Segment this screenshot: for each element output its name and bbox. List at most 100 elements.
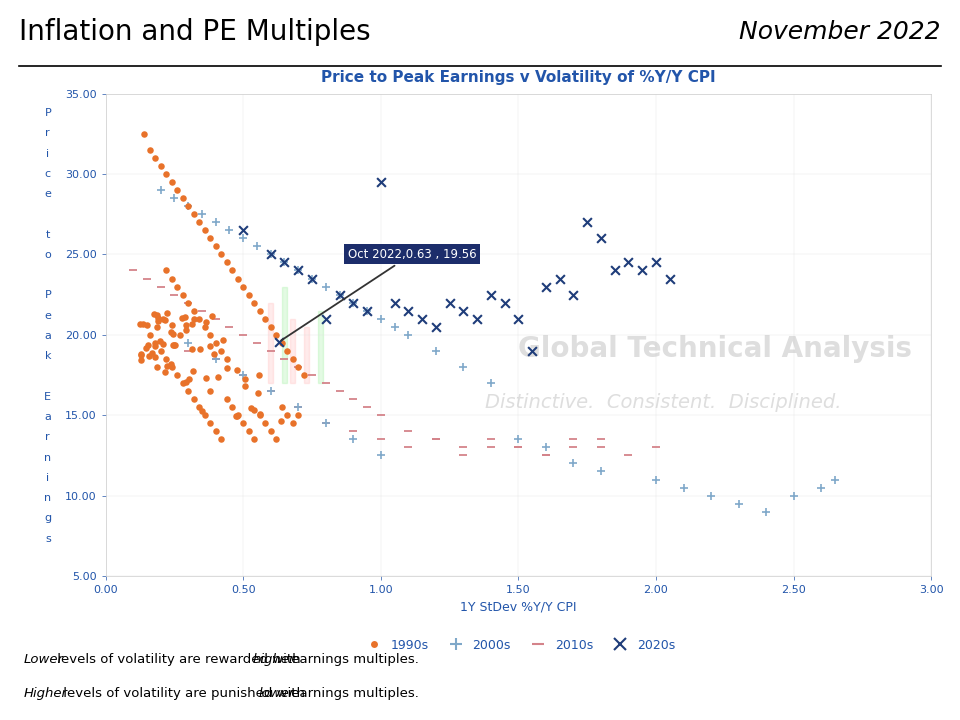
Text: g: g	[44, 513, 52, 523]
Point	[126, 265, 141, 276]
Point	[346, 297, 361, 308]
Point	[186, 393, 202, 405]
Point	[400, 305, 416, 316]
Text: t: t	[46, 230, 50, 240]
Point	[648, 256, 663, 268]
Point	[359, 401, 374, 413]
Text: levels of volatility are rewarded with: levels of volatility are rewarded with	[53, 652, 304, 665]
Text: a: a	[44, 412, 51, 422]
Point	[230, 410, 246, 421]
Point	[235, 281, 251, 292]
Point	[274, 415, 289, 427]
Point	[252, 410, 268, 421]
Point	[291, 410, 306, 421]
Point	[235, 369, 251, 381]
Point	[208, 313, 224, 325]
Point	[524, 345, 540, 356]
Point	[191, 217, 206, 228]
Point	[400, 426, 416, 437]
Point	[213, 345, 228, 356]
Point	[194, 405, 209, 416]
Point	[235, 233, 251, 244]
Point	[511, 441, 526, 453]
Point	[428, 345, 444, 356]
Point	[359, 305, 374, 316]
Point	[149, 361, 164, 372]
Point	[415, 313, 430, 325]
Point	[813, 482, 828, 493]
Point	[332, 289, 348, 300]
Point	[157, 366, 173, 378]
Point	[142, 329, 157, 341]
Point	[235, 225, 251, 236]
Text: r: r	[45, 128, 50, 138]
Point	[263, 321, 278, 333]
Point	[229, 364, 245, 376]
Point	[139, 273, 155, 284]
Text: higher: higher	[252, 652, 295, 665]
Text: i: i	[46, 473, 49, 483]
Bar	[318, 310, 323, 383]
Bar	[303, 327, 309, 383]
Point	[147, 341, 162, 352]
Point	[203, 340, 218, 351]
Point	[565, 441, 581, 453]
Point	[145, 347, 160, 359]
Point	[163, 326, 179, 338]
Point	[156, 315, 172, 326]
Point	[230, 273, 246, 284]
Point	[175, 377, 190, 389]
Point	[251, 387, 266, 399]
Point	[276, 256, 292, 268]
Point	[132, 318, 147, 330]
Point	[159, 361, 175, 372]
Point	[142, 144, 157, 156]
Point	[213, 248, 228, 260]
Point	[208, 240, 224, 252]
Text: k: k	[44, 351, 51, 361]
Point	[257, 418, 273, 429]
Point	[133, 349, 149, 361]
Text: a: a	[44, 331, 51, 341]
Point	[222, 321, 237, 333]
Point	[346, 433, 361, 445]
Point	[153, 281, 168, 292]
Point	[648, 441, 663, 453]
Point	[156, 338, 171, 349]
Point	[225, 265, 240, 276]
Point	[164, 176, 180, 188]
Point	[565, 458, 581, 469]
Point	[153, 345, 168, 356]
Point	[225, 401, 240, 413]
Point	[222, 225, 237, 236]
Point	[148, 337, 163, 348]
Text: r: r	[45, 432, 50, 442]
Point	[158, 265, 174, 276]
Point	[279, 345, 295, 356]
Point	[208, 426, 224, 437]
Point	[175, 289, 190, 300]
Point	[387, 321, 402, 333]
Point	[203, 418, 218, 429]
Point	[164, 273, 180, 284]
Point	[539, 449, 554, 461]
Point	[180, 345, 196, 356]
Point	[318, 377, 333, 389]
Point	[235, 418, 251, 429]
Point	[208, 217, 224, 228]
Point	[153, 336, 168, 347]
Text: Lower: Lower	[24, 652, 64, 665]
Text: P: P	[44, 108, 51, 118]
Point	[237, 374, 252, 385]
Point	[203, 233, 218, 244]
Point	[483, 377, 498, 389]
Point	[252, 305, 268, 316]
Point	[180, 297, 196, 308]
Point	[170, 281, 185, 292]
Point	[373, 176, 389, 188]
Bar	[268, 302, 274, 383]
Point	[179, 324, 194, 336]
Point	[166, 339, 181, 351]
Point	[153, 160, 168, 171]
Point	[276, 353, 292, 364]
